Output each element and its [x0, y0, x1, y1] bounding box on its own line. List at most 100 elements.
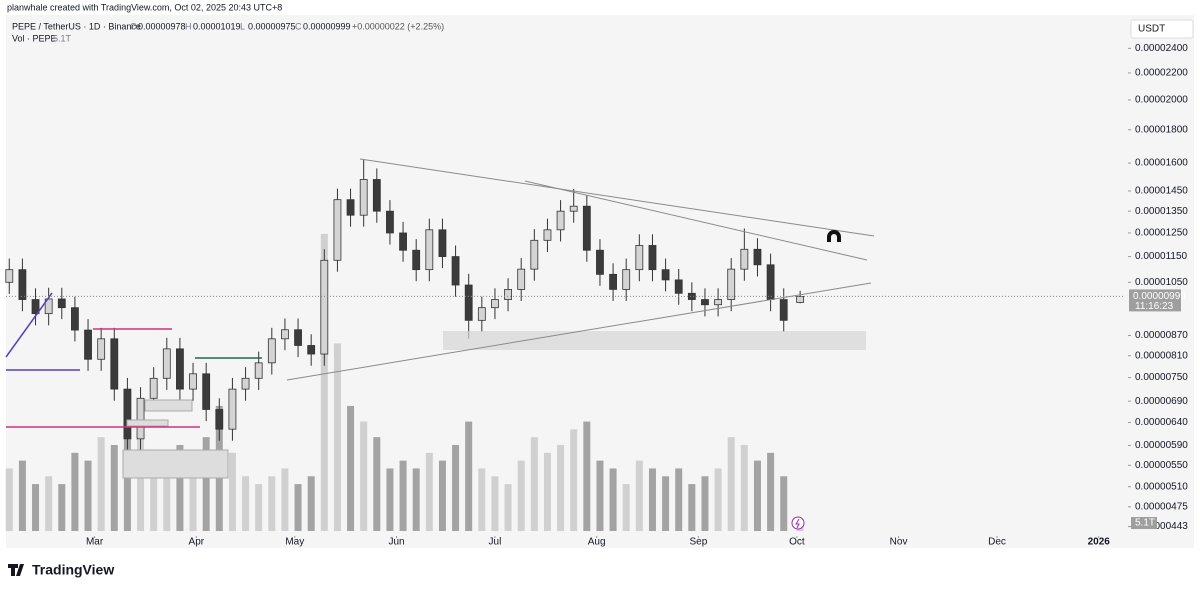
candle-body — [648, 245, 657, 271]
volume-bar — [18, 460, 26, 531]
volume-bar — [635, 460, 643, 531]
candle-body — [241, 377, 250, 390]
x-tick-label: Apr — [189, 537, 205, 548]
candle-body — [44, 298, 53, 315]
volume-bar — [504, 484, 512, 531]
y-unit[interactable]: USDT — [1138, 24, 1165, 35]
candle-body — [71, 307, 79, 331]
event-icon[interactable] — [791, 516, 805, 530]
volume-bar — [452, 445, 460, 531]
candle-body — [451, 256, 460, 286]
y-tick-label: 0.00001150 — [1135, 251, 1188, 262]
x-tick-label: Jun — [388, 537, 404, 548]
candle-body — [556, 210, 565, 231]
event-icon-bolt — [795, 518, 800, 529]
candle-body — [714, 299, 722, 306]
candle-body — [267, 338, 276, 364]
candle-body — [5, 269, 14, 283]
volume-value: 5.1T — [53, 33, 72, 43]
candle-body — [202, 373, 211, 410]
ohlc-value: 0.00000975 — [248, 21, 296, 31]
candle-body — [504, 289, 512, 300]
volume-bar — [242, 476, 250, 531]
trendline — [524, 180, 868, 261]
candle-body — [582, 205, 591, 251]
candle-body — [399, 232, 407, 251]
volume-bar — [675, 468, 683, 531]
volume-bar — [110, 445, 118, 531]
candle-body — [386, 210, 394, 234]
candle-body — [254, 362, 263, 379]
volume-bar — [333, 343, 341, 531]
volume-bar — [622, 484, 630, 531]
volume-bar — [281, 468, 289, 531]
volume-bar — [780, 476, 788, 531]
countdown: 11:16:23 — [1135, 301, 1174, 312]
unit-box[interactable] — [1130, 19, 1194, 39]
y-tick-label: 0.00000640 — [1135, 417, 1188, 428]
trendline — [359, 158, 875, 237]
volume-bar — [701, 476, 709, 531]
candle-body — [412, 249, 421, 271]
candle-body — [477, 307, 486, 321]
candle-body — [779, 299, 788, 321]
candle-body — [635, 245, 644, 271]
y-tick-label: 0.00002200 — [1135, 68, 1188, 79]
y-tick-label: 0.00002000 — [1135, 95, 1188, 106]
candle-body — [491, 299, 499, 309]
y-tick-label: 0.00002400 — [1135, 43, 1188, 54]
trendline — [286, 282, 872, 381]
symbol-title: PEPE / TetherUS · 1D · Binance — [12, 21, 141, 31]
volume-bar — [438, 460, 446, 531]
x-tick-label: Mar — [86, 537, 104, 548]
candle-body — [123, 388, 132, 440]
candle-body — [162, 348, 171, 379]
candle-body — [320, 259, 329, 355]
candle-body — [622, 269, 631, 290]
candle-body — [333, 199, 342, 261]
volume-bar — [32, 484, 40, 531]
volume-bar — [648, 468, 656, 531]
ohlc-name: L — [240, 21, 245, 31]
ohlc-value: 0.00001019 — [193, 21, 241, 31]
volume-label: 5.1T — [1135, 518, 1155, 529]
logo-mark — [8, 564, 24, 576]
volume-bar — [491, 476, 499, 531]
candle-body — [674, 279, 683, 294]
candle-body — [766, 264, 775, 300]
volume-bar — [543, 452, 551, 531]
y-tick-label: 0.00001800 — [1135, 124, 1188, 135]
y-tick-label: 0.00001250 — [1135, 228, 1188, 239]
y-tick-label: 0.00001450 — [1135, 186, 1188, 197]
volume-bar — [425, 452, 433, 531]
candle-body — [215, 409, 224, 430]
volume-bar — [150, 452, 158, 531]
x-tick-label: 2026 — [1088, 537, 1111, 548]
candle-body — [661, 269, 670, 281]
volume-bar — [688, 484, 696, 531]
candle-body — [31, 299, 40, 315]
volume-bar — [163, 460, 171, 531]
y-tick-label: 0.00001600 — [1135, 158, 1188, 169]
volume-bar — [189, 468, 197, 531]
candle-body — [97, 338, 106, 360]
x-tick-label: Dec — [988, 537, 1006, 548]
y-tick-label: 0.00000590 — [1135, 440, 1188, 451]
zone-box — [122, 449, 229, 479]
y-tick-label: 0.00000475 — [1135, 501, 1188, 512]
candle-body — [701, 299, 709, 306]
candle-body — [530, 239, 539, 270]
support-zone — [443, 331, 866, 350]
volume-bar — [767, 452, 775, 531]
volume-bar — [583, 421, 591, 531]
volume-bar — [5, 468, 13, 531]
ohlc-name: O — [130, 21, 137, 31]
volume-bar — [360, 421, 368, 531]
candle-body — [464, 284, 473, 321]
candle-body — [596, 249, 604, 275]
candle-body — [517, 268, 526, 290]
volume-bar — [202, 437, 210, 531]
x-tick-label: May — [285, 537, 304, 548]
volume-label-box — [1131, 517, 1157, 530]
